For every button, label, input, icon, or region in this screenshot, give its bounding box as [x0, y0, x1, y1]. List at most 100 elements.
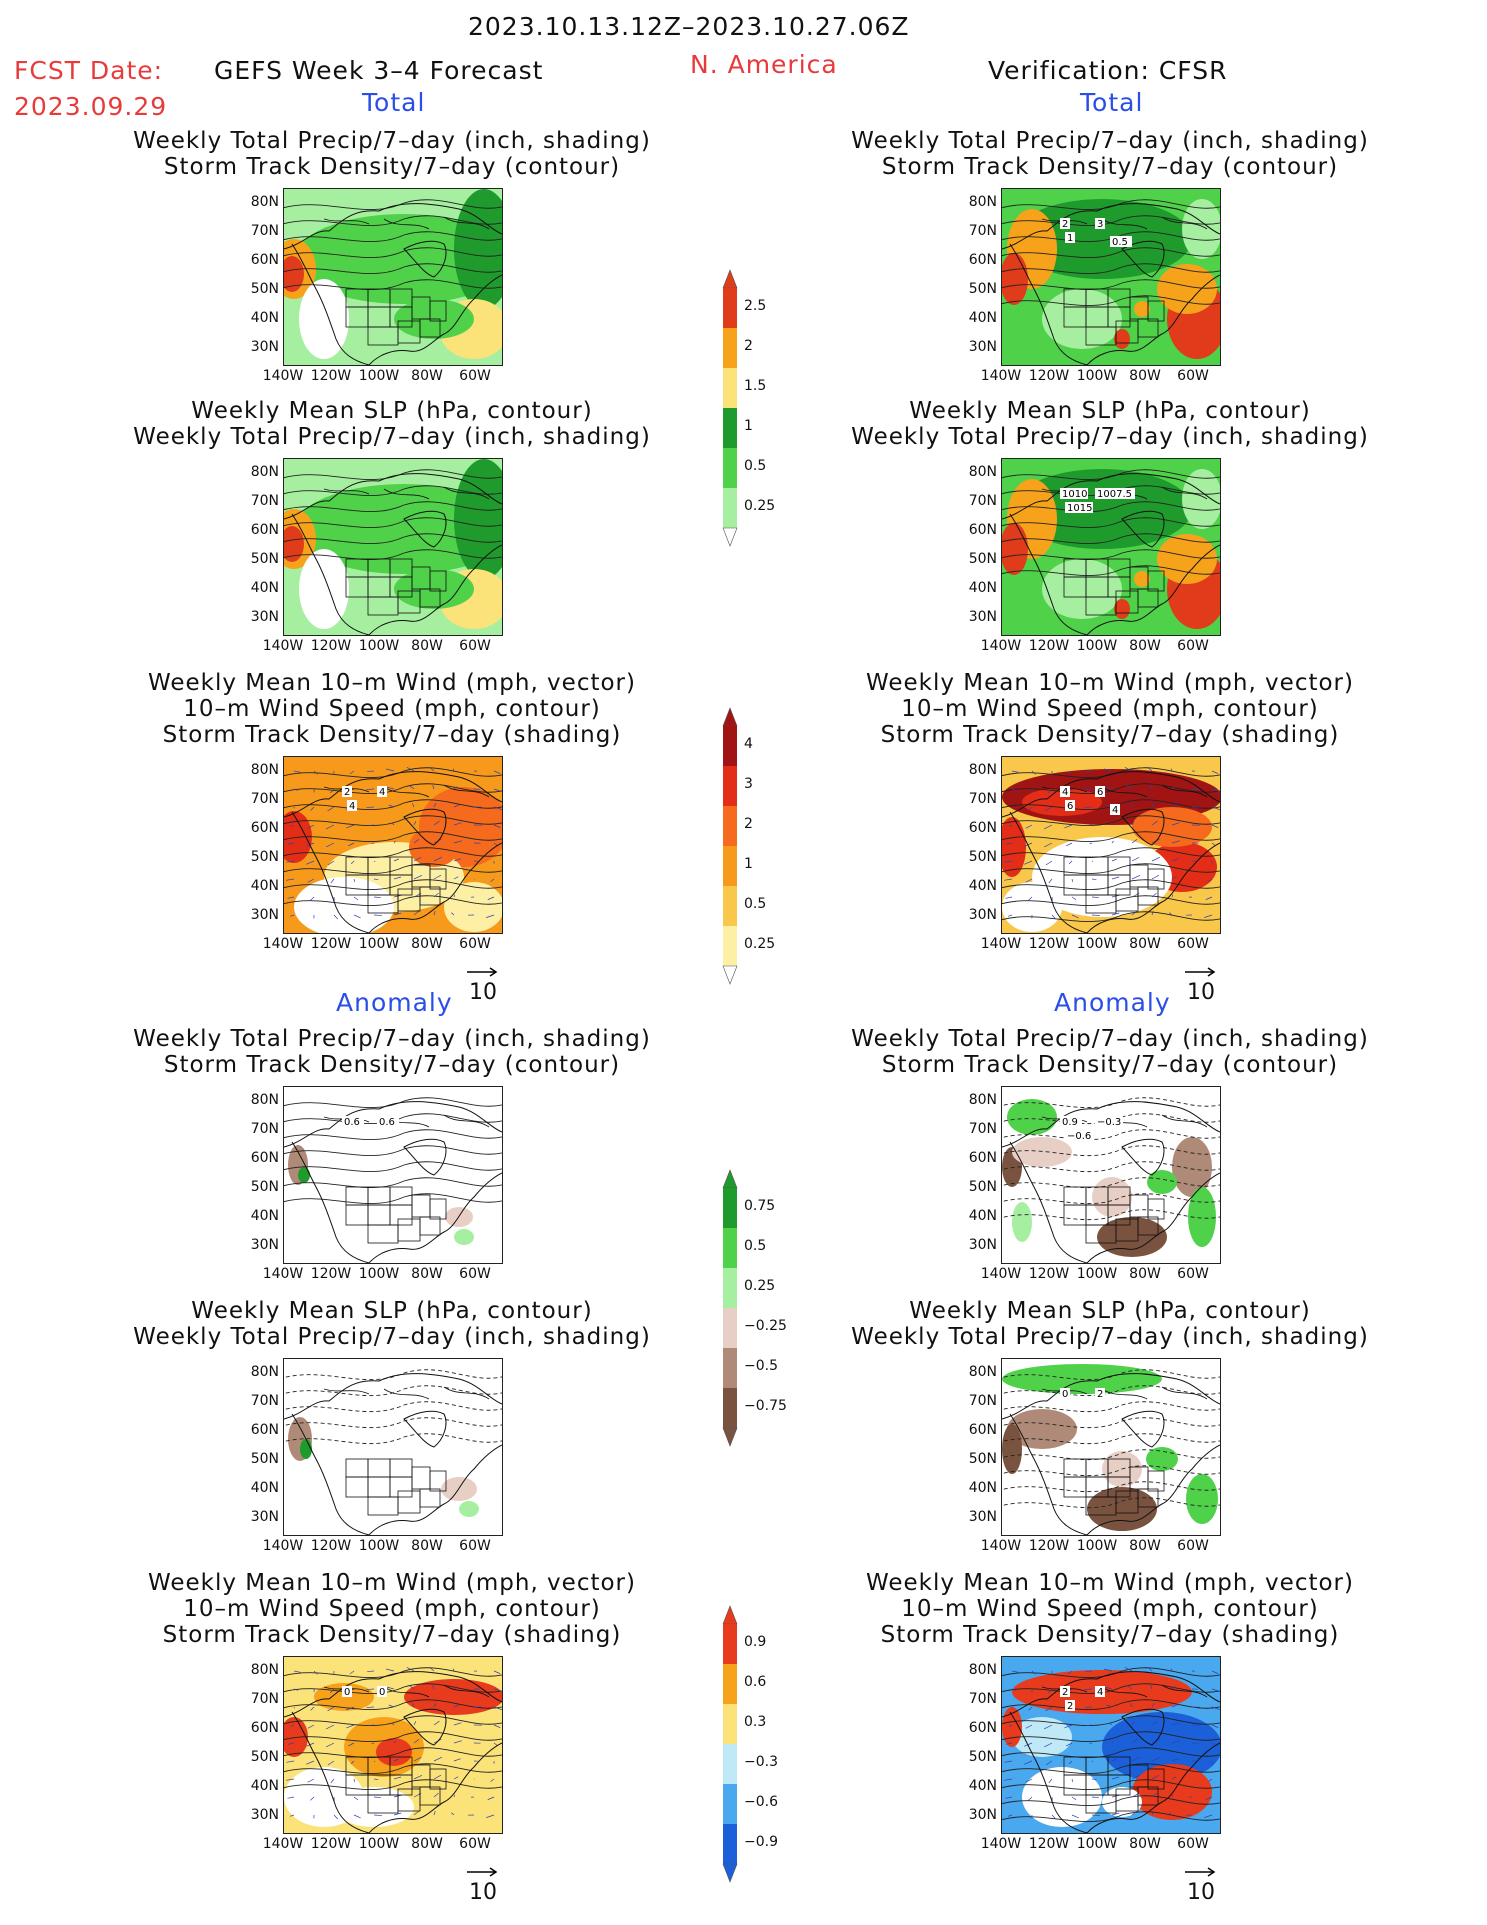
date-range: 2023.10.13.12Z–2023.10.27.06Z	[468, 12, 910, 41]
lat-tick-label: 80N	[968, 1662, 997, 1678]
colorbar-swatch	[723, 328, 737, 368]
lon-tick-label: 80W	[1129, 368, 1161, 384]
panel-title-line: Storm Track Density/7–day (shading)	[162, 722, 622, 748]
lat-tick-label: 60N	[968, 1150, 997, 1166]
lat-tick-label: 50N	[968, 1179, 997, 1195]
vector-reference: 10	[465, 958, 499, 1004]
lat-tick-label: 50N	[250, 551, 279, 567]
lon-tick-label: 140W	[262, 368, 304, 384]
lat-tick-label: 70N	[968, 791, 997, 807]
colorbar-swatch	[723, 1744, 737, 1784]
lon-tick-label: 80W	[411, 638, 443, 654]
colorbar-label: 0.3	[744, 1714, 767, 1730]
vector-reference: 10	[1183, 958, 1217, 1004]
lat-tick-label: 50N	[250, 849, 279, 865]
contour-label: 4	[349, 801, 355, 812]
colorbar-precip-anom: 0.75 0.5 0.25 −0.25 −0.5 −0.75	[720, 1168, 787, 1462]
reference-arrow-icon	[1185, 967, 1216, 977]
colorbar-swatch	[723, 1784, 737, 1824]
lat-tick-label: 40N	[968, 878, 997, 894]
colorbar-swatch	[723, 488, 737, 528]
vector-reference: 10	[1183, 1858, 1217, 1904]
lat-tick-label: 50N	[968, 1451, 997, 1467]
fcst-date-value: 2023.09.29	[14, 92, 168, 121]
lon-tick-label: 100W	[358, 368, 400, 384]
contour-label: 0	[344, 1687, 350, 1698]
lat-tick-label: 30N	[968, 1509, 997, 1525]
panel-title-r4: Weekly Total Precip/7–day (inch, shading…	[810, 1026, 1410, 1078]
colorbar-swatch	[723, 926, 737, 966]
panel-title-line: Storm Track Density/7–day (shading)	[162, 1622, 622, 1648]
lat-tick-label: 80N	[250, 762, 279, 778]
colorbar-label: −0.3	[744, 1754, 778, 1770]
panel-title-line: Weekly Total Precip/7–day (inch, shading…	[133, 1324, 651, 1350]
panel-title-r6: Weekly Mean 10–m Wind (mph, vector) 10–m …	[810, 1570, 1410, 1648]
contour-label-bg	[1060, 1388, 1070, 1399]
panel-title-line: Weekly Mean 10–m Wind (mph, vector)	[147, 1570, 636, 1596]
contour-label-bg	[1060, 1686, 1070, 1697]
panel-title-line: Storm Track Density/7–day (shading)	[880, 722, 1340, 748]
colorbar-label: 0.25	[744, 1278, 776, 1294]
lat-tick-label: 80N	[968, 1364, 997, 1380]
lon-tick-label: 120W	[1028, 1266, 1070, 1282]
lon-tick-label: 80W	[1129, 936, 1161, 952]
lon-tick-label: 100W	[358, 1538, 400, 1554]
panel-title-line: 10–m Wind Speed (mph, contour)	[901, 696, 1319, 722]
lat-tick-label: 30N	[968, 1807, 997, 1823]
contour-label-bg	[377, 1686, 387, 1697]
lon-tick-label: 100W	[358, 1266, 400, 1282]
map-panel-r2: 1010 1007.5 1015	[1001, 458, 1221, 636]
colorbar-swatch	[723, 408, 737, 448]
panel-title-line: Storm Track Density/7–day (contour)	[163, 1052, 621, 1078]
contour-label-bg	[1095, 488, 1135, 499]
contour-label: 2	[1062, 1687, 1068, 1698]
contour-label: 1	[1067, 233, 1073, 244]
lat-tick-label: 30N	[250, 1807, 279, 1823]
lon-tick-label: 80W	[411, 936, 443, 952]
fcst-date-label: FCST Date:	[14, 56, 164, 85]
contour-label: 4	[1112, 805, 1118, 816]
lon-tick-label: 60W	[459, 368, 491, 384]
panel-title-line: Weekly Mean SLP (hPa, contour)	[191, 1298, 593, 1324]
contour-label: 6	[1097, 787, 1103, 798]
contour-label-bg	[1095, 218, 1105, 229]
region-title: N. America	[690, 50, 838, 79]
lon-tick-label: 140W	[980, 1538, 1022, 1554]
colorbar-swatch	[723, 1348, 737, 1388]
verification-label: Verification: CFSR	[988, 56, 1228, 85]
colorbar-track-anom: 0.9 0.6 0.3 −0.3 −0.6 −0.9	[720, 1604, 778, 1898]
colorbar-label: 4	[744, 736, 753, 752]
lat-tick-label: 60N	[968, 522, 997, 538]
panel-title-line: 10–m Wind Speed (mph, contour)	[901, 1596, 1319, 1622]
colorbar-label: 2	[744, 338, 753, 354]
contour-label-bg	[342, 1686, 352, 1697]
colorbar-swatch	[723, 1188, 737, 1228]
contour-label: −0.3	[1097, 1117, 1121, 1128]
lon-tick-label: 140W	[262, 1266, 304, 1282]
lat-tick-label: 40N	[968, 1480, 997, 1496]
colorbar-swatch	[723, 846, 737, 886]
contour-label: 2	[1067, 1701, 1073, 1712]
colorbar-label: 0.5	[744, 1238, 767, 1254]
model-title: GEFS Week 3–4 Forecast	[214, 56, 544, 85]
contour-label: 6	[1067, 801, 1073, 812]
lat-tick-label: 50N	[250, 1451, 279, 1467]
reference-arrow-icon	[467, 1867, 498, 1877]
lat-tick-label: 80N	[250, 1092, 279, 1108]
lat-tick-label: 70N	[250, 791, 279, 807]
lon-tick-label: 120W	[1028, 368, 1070, 384]
lat-tick-label: 40N	[250, 580, 279, 596]
map-panel-r6: 2 4 2	[1001, 1656, 1221, 1834]
lat-tick-label: 30N	[250, 1237, 279, 1253]
contour-label: 0.6	[379, 1117, 395, 1128]
section-anomaly-left: Anomaly	[336, 988, 453, 1017]
colorbar-swatch	[723, 1228, 737, 1268]
contour-label-bg	[1060, 218, 1070, 229]
panel-title-line: Weekly Mean 10–m Wind (mph, vector)	[865, 670, 1354, 696]
panel-title-r5: Weekly Mean SLP (hPa, contour) Weekly Tot…	[810, 1298, 1410, 1350]
vector-reference-value: 10	[469, 1880, 497, 1905]
lat-tick-label: 60N	[968, 1720, 997, 1736]
lat-tick-label: 50N	[250, 281, 279, 297]
lon-tick-label: 60W	[459, 1266, 491, 1282]
colorbar-swatch	[723, 288, 737, 328]
